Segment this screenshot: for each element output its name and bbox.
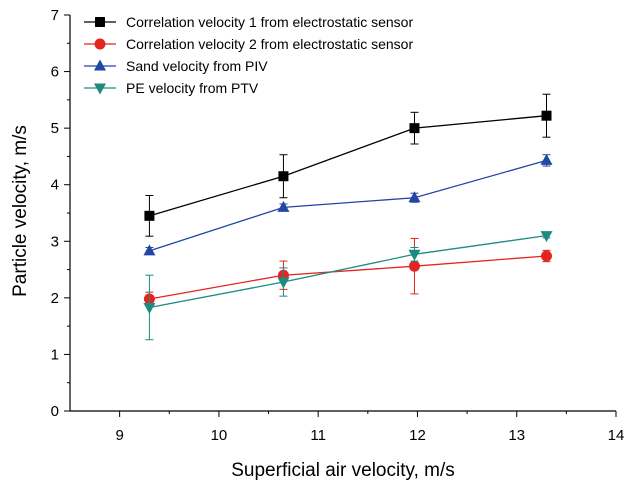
x-tick-label: 14 — [608, 427, 625, 444]
data-point — [143, 302, 156, 314]
legend-label: PE velocity from PTV — [126, 80, 259, 96]
series-1 — [144, 93, 552, 237]
legend-label: Sand velocity from PIV — [126, 58, 268, 74]
legend-item-3: Sand velocity from PIV — [84, 58, 268, 74]
legend-marker — [94, 38, 106, 50]
legend: Correlation velocity 1 from electrostati… — [84, 14, 413, 96]
data-point — [278, 171, 289, 182]
data-point — [409, 123, 420, 134]
legend-item-4: PE velocity from PTV — [84, 80, 259, 96]
series-line — [149, 234, 547, 309]
y-tick-label: 4 — [51, 177, 59, 194]
data-point — [540, 153, 553, 165]
data-point — [277, 277, 290, 289]
y-tick-label: 2 — [51, 290, 59, 307]
x-tick-label: 12 — [409, 427, 426, 444]
y-tick-label: 6 — [51, 64, 59, 81]
legend-marker — [94, 83, 106, 95]
legend-item-2: Correlation velocity 2 from electrostati… — [84, 36, 413, 52]
x-tick-label: 11 — [310, 427, 326, 444]
data-point — [143, 244, 156, 256]
x-tick-label: 13 — [508, 427, 525, 444]
legend-label: Correlation velocity 1 from electrostati… — [126, 14, 413, 30]
y-tick-label: 7 — [51, 7, 59, 24]
plot-area — [143, 93, 553, 341]
data-point — [541, 110, 552, 121]
data-point — [541, 250, 553, 262]
legend-marker — [94, 59, 106, 71]
series-line — [149, 255, 547, 300]
y-tick-label: 0 — [51, 403, 59, 420]
series-line — [149, 115, 547, 217]
y-axis-label: Particle velocity, m/s — [10, 125, 31, 297]
y-tick-label: 3 — [51, 233, 59, 250]
series-4 — [143, 231, 553, 341]
legend-marker — [95, 17, 105, 27]
data-point — [277, 200, 290, 212]
data-point — [408, 191, 421, 203]
series-2 — [143, 237, 553, 307]
y-tick-label: 5 — [51, 120, 59, 137]
x-tick-label: 9 — [115, 427, 123, 444]
legend-item-1: Correlation velocity 1 from electrostati… — [84, 14, 413, 30]
data-point — [408, 249, 421, 261]
series-3 — [143, 153, 553, 256]
y-tick-label: 1 — [51, 346, 59, 363]
series-line — [149, 159, 547, 252]
data-point — [540, 231, 553, 243]
x-axis-label: Superficial air velocity, m/s — [231, 460, 455, 481]
data-point — [408, 260, 420, 272]
legend-label: Correlation velocity 2 from electrostati… — [126, 36, 413, 52]
data-point — [144, 210, 155, 221]
x-tick-label: 10 — [211, 427, 228, 444]
